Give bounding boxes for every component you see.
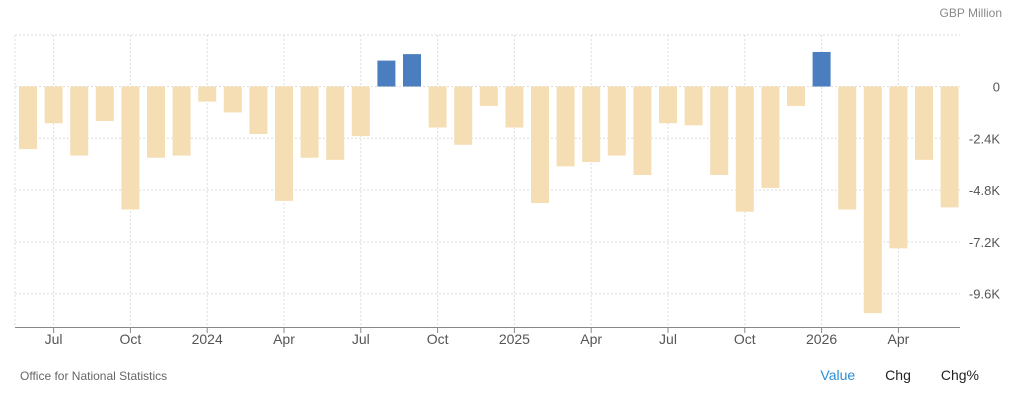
bar — [889, 86, 908, 249]
bar — [275, 86, 293, 201]
x-axis-ticks: Jul Oct 2024 Apr Jul Oct 2025 Apr Jul Oct 2026 Apr — [45, 327, 910, 347]
source-label: Office for National Statistics — [20, 369, 168, 383]
bar — [710, 86, 729, 175]
x-tick-label: Oct — [120, 331, 142, 347]
y-tick-label: -4.8K — [969, 183, 1000, 198]
bar — [19, 86, 37, 150]
bar — [684, 86, 703, 126]
bar — [940, 86, 959, 208]
bar — [249, 86, 268, 134]
y-tick-label: -7.2K — [969, 235, 1000, 250]
bar — [377, 60, 396, 87]
x-tick-label: Jul — [45, 331, 63, 347]
x-tick-label: 2025 — [499, 331, 530, 347]
x-tick-label: Jul — [659, 331, 677, 347]
bar — [812, 51, 831, 87]
tab-chg-percent[interactable]: Chg% — [940, 367, 979, 383]
bar — [351, 86, 370, 137]
bar — [172, 86, 191, 156]
unit-label: GBP Million — [939, 6, 1002, 20]
value-mode-tabs: Value Chg Chg% — [790, 367, 979, 383]
bar — [223, 86, 242, 113]
bar — [838, 86, 857, 210]
bar — [326, 86, 345, 160]
y-tick-label: 0 — [993, 80, 1000, 95]
bar — [761, 86, 780, 188]
bar — [403, 54, 421, 87]
bar — [198, 86, 217, 102]
x-tick-label: Apr — [580, 331, 602, 347]
y-tick-label: -9.6K — [969, 287, 1000, 302]
bar — [787, 86, 805, 106]
x-tick-label: Jul — [352, 331, 370, 347]
x-tick-label: Apr — [273, 331, 295, 347]
bar — [659, 86, 677, 124]
bar — [454, 86, 473, 145]
bar — [44, 86, 63, 124]
bar — [863, 86, 882, 314]
bar — [70, 86, 89, 156]
x-tick-label: 2026 — [806, 331, 837, 347]
y-tick-label: -2.4K — [969, 131, 1000, 146]
x-tick-label: Oct — [734, 331, 756, 347]
bar — [479, 86, 498, 106]
bar — [300, 86, 319, 158]
bar — [607, 86, 626, 156]
bar — [428, 86, 447, 128]
x-tick-label: Oct — [427, 331, 449, 347]
x-tick-label: 2024 — [192, 331, 223, 347]
bar — [95, 86, 114, 122]
x-tick-label: Apr — [888, 331, 910, 347]
tab-chg[interactable]: Chg — [885, 367, 911, 383]
tab-value[interactable]: Value — [820, 367, 856, 383]
y-axis-ticks: 0 -2.4K -4.8K -7.2K -9.6K — [969, 80, 1000, 302]
bar — [147, 86, 165, 158]
bar-series — [19, 51, 959, 314]
bar — [582, 86, 601, 163]
bar — [633, 86, 652, 175]
bar — [735, 86, 754, 212]
bar — [505, 86, 524, 128]
bar — [556, 86, 575, 167]
bar — [915, 86, 933, 160]
bar — [531, 86, 549, 204]
bar — [121, 86, 140, 210]
